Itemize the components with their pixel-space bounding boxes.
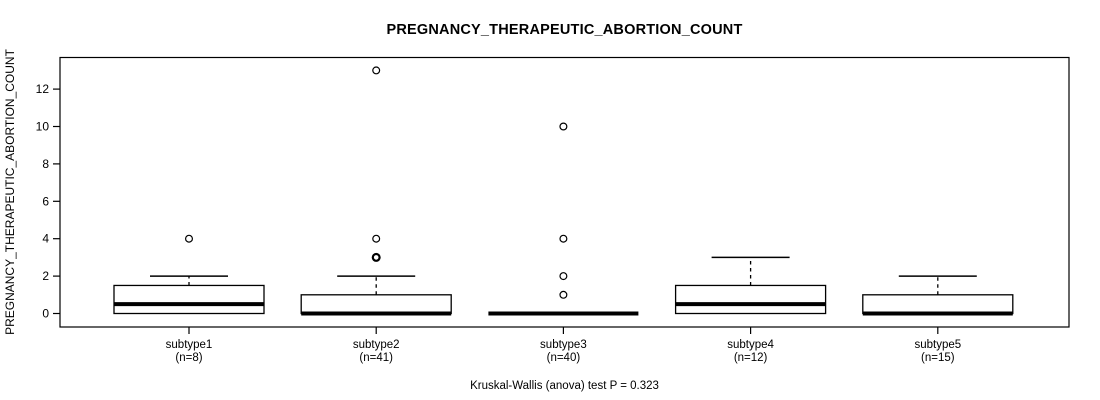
x-tick-label-subtype5: subtype5 (914, 339, 961, 351)
outlier-subtype2-4 (372, 234, 381, 243)
x-tick-label-subtype3: subtype3 (540, 339, 587, 351)
outlier-subtype2-3 (371, 252, 381, 262)
x-tick-label-subtype4: subtype4 (727, 339, 774, 351)
x-tick-sublabel-subtype5: (n=15) (921, 352, 955, 364)
x-tick-sublabel-subtype3: (n=40) (547, 352, 581, 364)
x-tick-label-subtype1: subtype1 (166, 339, 213, 351)
y-tick-label-12: 12 (36, 82, 50, 96)
outlier-subtype3-4 (559, 234, 568, 243)
stat-test-caption: Kruskal-Wallis (anova) test P = 0.323 (470, 380, 659, 392)
chart-title: PREGNANCY_THERAPEUTIC_ABORTION_COUNT (386, 22, 743, 38)
outlier-subtype1-4 (185, 234, 194, 243)
box-subtype4 (674, 284, 827, 315)
box-subtype1 (113, 284, 265, 315)
y-tick-label-4: 4 (42, 232, 49, 246)
outlier-subtype3-2 (559, 272, 568, 281)
x-tick-sublabel-subtype4: (n=12) (734, 352, 768, 364)
x-tick-label-subtype2: subtype2 (353, 339, 400, 351)
y-tick-label-0: 0 (42, 307, 49, 321)
outlier-subtype3-10 (559, 122, 568, 131)
outlier-subtype2-13 (372, 66, 381, 75)
outlier-subtype3-1 (559, 290, 568, 299)
y-tick-label-8: 8 (42, 157, 49, 171)
y-tick-label-10: 10 (36, 120, 50, 134)
y-tick-label-2: 2 (42, 269, 49, 283)
x-tick-sublabel-subtype2: (n=41) (359, 352, 393, 364)
plot-border (59, 56, 1070, 328)
box-subtype5 (862, 294, 1014, 315)
box-subtype2 (300, 294, 452, 315)
x-tick-sublabel-subtype1: (n=8) (175, 352, 202, 364)
y-tick-label-6: 6 (42, 194, 49, 208)
